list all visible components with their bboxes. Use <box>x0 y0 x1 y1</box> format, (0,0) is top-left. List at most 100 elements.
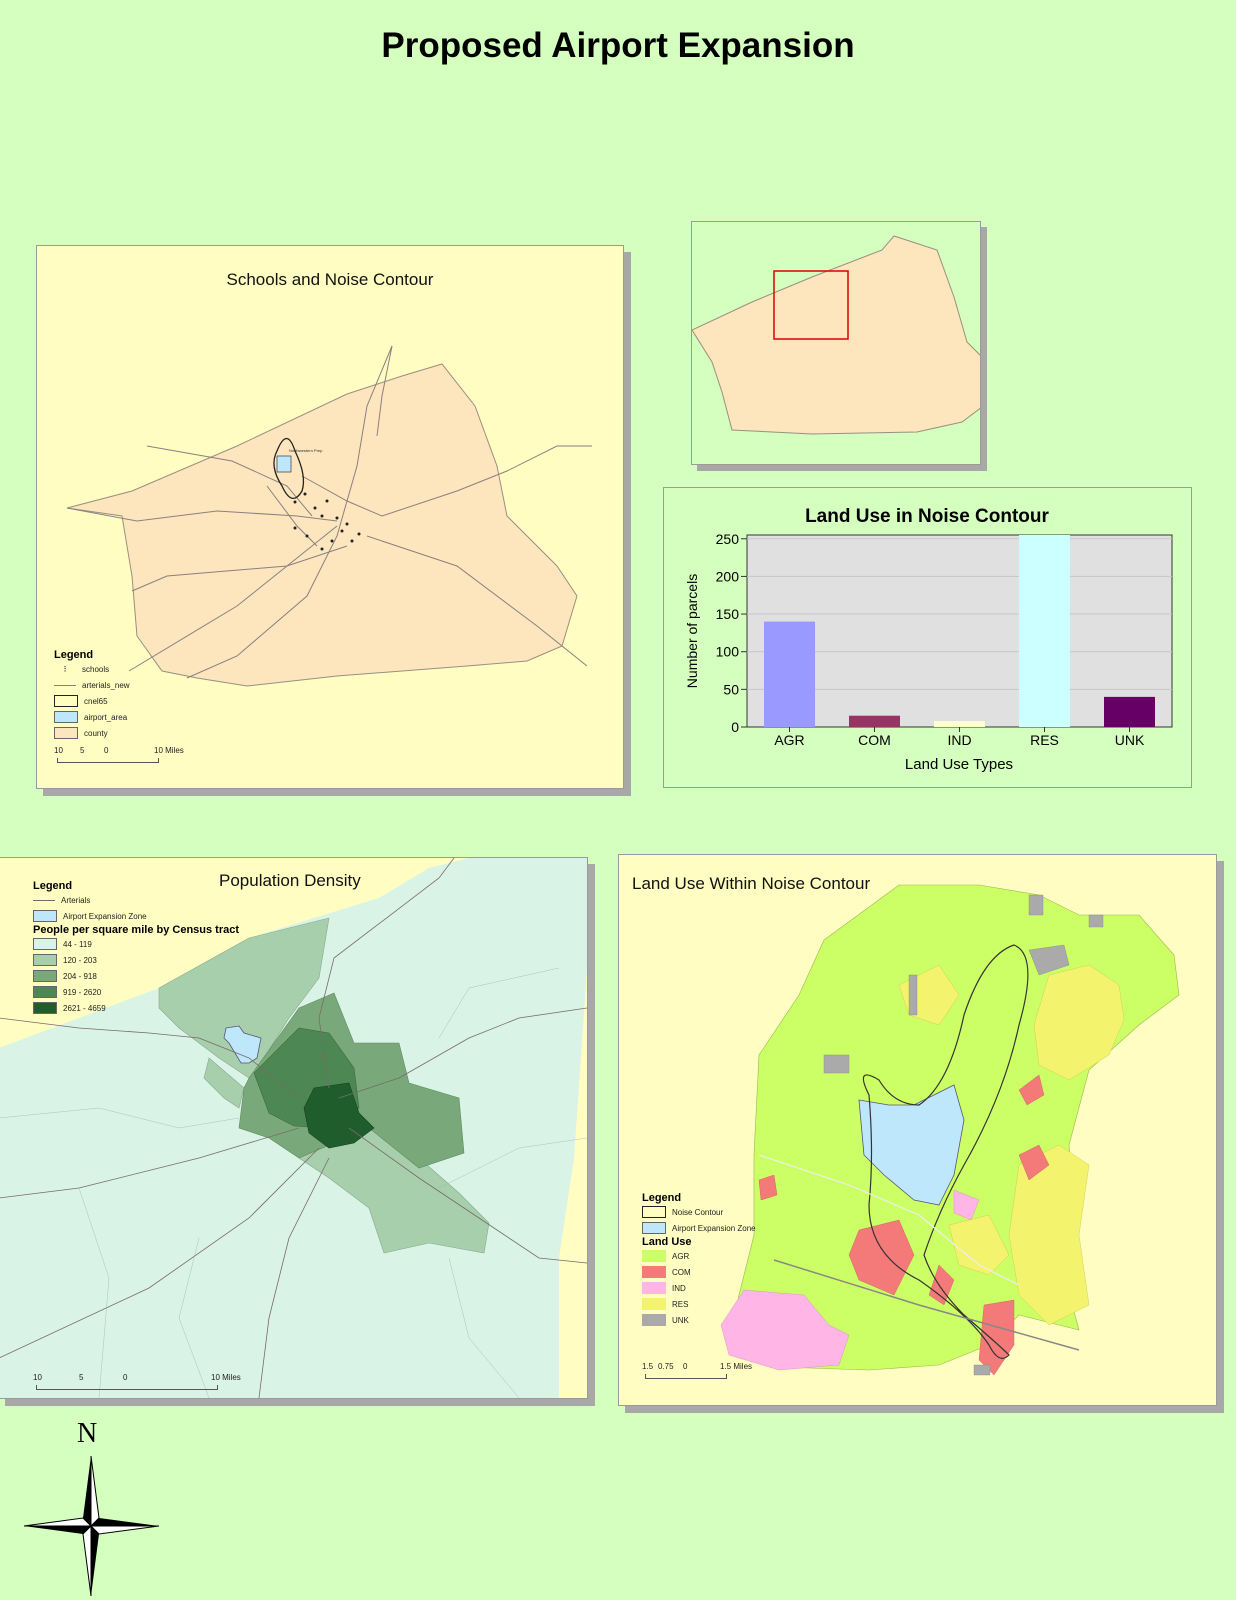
schools-noise-map-frame: Schools and Noise Contour <box>36 245 624 789</box>
land-use-res <box>1033 964 1125 1081</box>
bar-com <box>849 715 900 727</box>
school-point <box>305 534 309 538</box>
land-use-res <box>1008 1144 1090 1326</box>
landuse-map-canvas <box>720 884 1180 1376</box>
population-map-canvas <box>0 858 587 1398</box>
outside-area <box>0 858 469 1048</box>
y-tick-label: 250 <box>716 531 740 547</box>
population-scale-bar: 10 5 0 10 Miles <box>33 1373 253 1393</box>
land-use-unk <box>973 1364 991 1376</box>
noise-contour-outline <box>862 944 1029 1359</box>
landuse-swatch <box>642 1250 666 1262</box>
land-use-com <box>758 1174 778 1201</box>
airport-swatch <box>54 711 78 723</box>
scale-tick: 1.5 Miles <box>720 1362 753 1371</box>
scale-tick: 0 <box>683 1362 688 1371</box>
airport-swatch <box>33 910 57 922</box>
school-point <box>293 526 297 530</box>
arterial-line <box>0 1127 300 1199</box>
scale-tick: 10 Miles <box>154 746 184 755</box>
legend-item-county: county <box>84 728 108 738</box>
landuse-legend: Legend Noise Contour Airport Expansion Z… <box>642 1192 756 1328</box>
arterial-line <box>338 1007 587 1099</box>
land-use-ind <box>953 1189 980 1221</box>
rail-line <box>773 1259 1080 1351</box>
bar-ind <box>934 720 985 727</box>
chart-title: Land Use in Noise Contour <box>805 506 1049 527</box>
landuse-swatch <box>642 1266 666 1278</box>
outline-swatch <box>54 695 78 707</box>
legend-class: COM <box>672 1267 691 1277</box>
locator-extent-box <box>773 270 849 340</box>
arterial-line <box>0 1017 300 1099</box>
legend-item-schools: schools <box>82 664 110 674</box>
land-use-com <box>928 1264 955 1306</box>
noise-contour-cnel65 <box>273 437 305 499</box>
density-swatch <box>33 954 57 966</box>
arterial-line <box>266 485 318 547</box>
tract-boundary <box>438 967 560 1039</box>
school-point <box>340 529 344 533</box>
legend-class: IND <box>672 1283 686 1293</box>
legend-class: AGR <box>672 1251 690 1261</box>
landuse-swatch <box>642 1282 666 1294</box>
land-use-ind <box>720 1289 850 1371</box>
arterial-line <box>376 345 393 437</box>
legend-class: UNK <box>672 1315 689 1325</box>
county-polygon <box>66 363 578 687</box>
landuse-chart-frame: Land Use in Noise Contour 0 50 100 150 200 25… <box>663 487 1192 788</box>
school-point <box>313 506 317 510</box>
school-point <box>350 539 354 543</box>
chart-ylabel: Number of parcels <box>684 574 700 688</box>
landuse-bar-chart: Land Use in Noise Contour 0 50 100 150 200 25… <box>684 506 1173 773</box>
scale-tick: 10 <box>33 1373 42 1382</box>
density-swatch <box>33 970 57 982</box>
scale-tick: 0.75 <box>658 1362 674 1371</box>
legend-item-arterials: arterials_new <box>82 680 130 690</box>
landuse-scale-bar: 1.5 0.75 0 1.5 Miles <box>642 1362 782 1382</box>
legend-item-noise-contour: Noise Contour <box>672 1207 724 1217</box>
school-point <box>320 547 324 551</box>
airport-expansion-zone <box>858 1084 965 1206</box>
legend-item-arterials: Arterials <box>61 895 91 905</box>
landuse-swatch <box>642 1314 666 1326</box>
school-point <box>325 499 329 503</box>
land-use-unk <box>1088 914 1104 928</box>
arterial-line <box>131 545 348 592</box>
arterial-line <box>66 507 338 522</box>
population-legend-subtitle: People per square mile by Census tract <box>33 924 240 936</box>
legend-item-airport: Airport Expansion Zone <box>672 1223 756 1233</box>
tract-120-203 <box>203 1057 245 1109</box>
legend-class: 204 - 918 <box>63 971 97 981</box>
tract-boundary <box>78 1187 110 1398</box>
outside-area <box>559 968 587 1398</box>
schools-legend-title: Legend <box>54 649 94 661</box>
legend-class: 2621 - 4659 <box>63 1003 106 1013</box>
x-tick-label: COM <box>858 732 891 748</box>
legend-item-cnel65: cnel65 <box>84 696 108 706</box>
scale-tick: 1.5 <box>642 1362 654 1371</box>
legend-class: RES <box>672 1299 689 1309</box>
bar-unk <box>1104 696 1155 727</box>
land-use-com <box>1018 1144 1050 1181</box>
x-tick-label: AGR <box>774 732 804 748</box>
land-use-res <box>948 1214 1010 1276</box>
schools-scale-bar: 10 5 0 10 Miles <box>54 746 194 766</box>
school-point-icon: ⁝ <box>63 664 67 674</box>
airport-swatch <box>642 1222 666 1234</box>
arterial-line <box>146 445 313 517</box>
land-use-com <box>978 1299 1015 1376</box>
arterial-line <box>348 1127 587 1264</box>
locator-map-canvas <box>692 235 980 435</box>
x-tick-label: RES <box>1030 732 1059 748</box>
arterial-line <box>186 345 393 679</box>
tract-boundary <box>0 1107 240 1129</box>
population-legend: Legend Arterials Airport Expansion Zone … <box>33 880 239 1016</box>
scale-tick: 0 <box>104 746 109 755</box>
arterial-line <box>128 525 338 672</box>
scale-tick: 10 Miles <box>211 1373 241 1382</box>
land-use-com <box>848 1219 915 1296</box>
legend-class: 120 - 203 <box>63 955 97 965</box>
y-tick-label: 150 <box>716 606 740 622</box>
page-title: Proposed Airport Expansion <box>381 26 855 65</box>
